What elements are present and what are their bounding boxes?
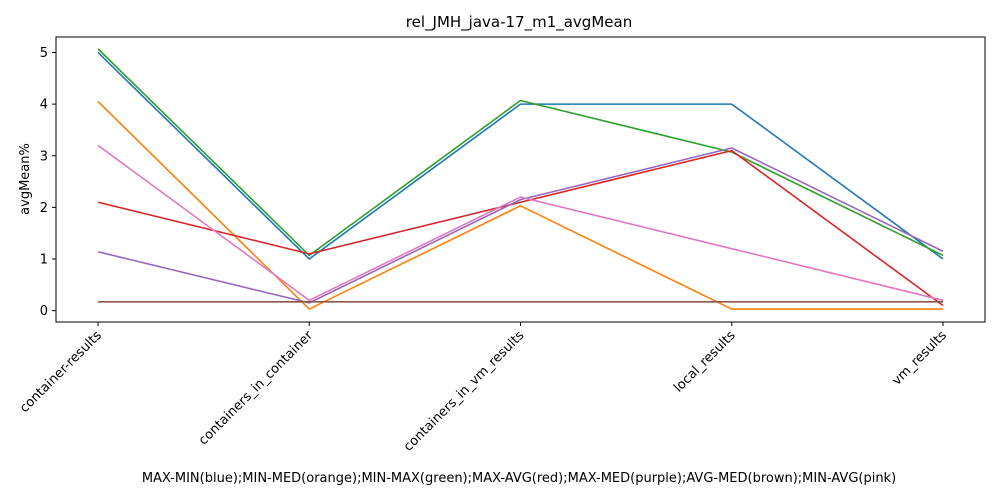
x-axis: container-results containers_in_container… — [17, 322, 950, 455]
chart-title: rel_JMH_java-17_m1_avgMean — [406, 13, 632, 32]
y-tick-label: 5 — [40, 46, 48, 61]
y-tick-label: 0 — [40, 304, 48, 319]
series-line-max-med — [97, 147, 944, 304]
y-tick-label: 2 — [40, 201, 48, 216]
x-tick-label: local_results — [671, 328, 739, 396]
x-tick-label: vm_results — [889, 328, 950, 389]
y-axis-label: avgMean% — [18, 143, 33, 215]
series-line-min-avg — [97, 144, 944, 302]
x-tick-label: container-results — [17, 328, 105, 416]
series-line-max-min — [97, 51, 944, 260]
y-tick-label: 1 — [40, 253, 48, 268]
y-axis: 0 1 2 3 4 5 — [40, 46, 56, 319]
x-axis-label: MAX-MIN(blue);MIN-MED(orange);MIN-MAX(gr… — [142, 471, 896, 486]
y-tick-label: 3 — [40, 149, 48, 164]
plot-background — [56, 37, 985, 322]
series-layer — [97, 48, 944, 310]
x-tick-label: containers_in_container — [196, 328, 317, 449]
plot-area — [56, 37, 985, 322]
series-line-min-max — [97, 48, 944, 257]
y-tick-label: 4 — [40, 98, 48, 113]
series-line-min-med — [97, 100, 943, 310]
series-line-max-avg — [97, 149, 944, 307]
x-tick-label: containers_in_vm_results — [401, 328, 527, 454]
